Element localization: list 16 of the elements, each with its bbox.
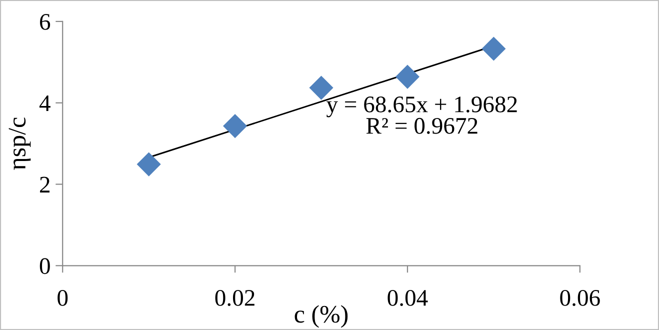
point <box>223 114 248 138</box>
x-axis-title: c (%) <box>294 305 348 328</box>
x-tick-label: 0.02 <box>215 290 254 306</box>
point <box>309 76 334 100</box>
y-tick-label: 6 <box>40 14 50 30</box>
y-axis-title: ηsp/c <box>8 118 31 170</box>
point <box>482 36 506 61</box>
point <box>395 64 420 89</box>
x-tick-label: 0 <box>58 290 68 306</box>
y-tick-label: 4 <box>39 96 50 112</box>
y-tick-label: 0 <box>40 258 50 274</box>
x-tick-label: 0.04 <box>388 290 428 306</box>
y-tick-label: 2 <box>40 176 50 192</box>
annotation: y = 68.65x + 1.9682 R² = 0.9672 <box>326 96 517 134</box>
x-tick-label: 0.06 <box>560 290 600 306</box>
point <box>136 152 161 176</box>
